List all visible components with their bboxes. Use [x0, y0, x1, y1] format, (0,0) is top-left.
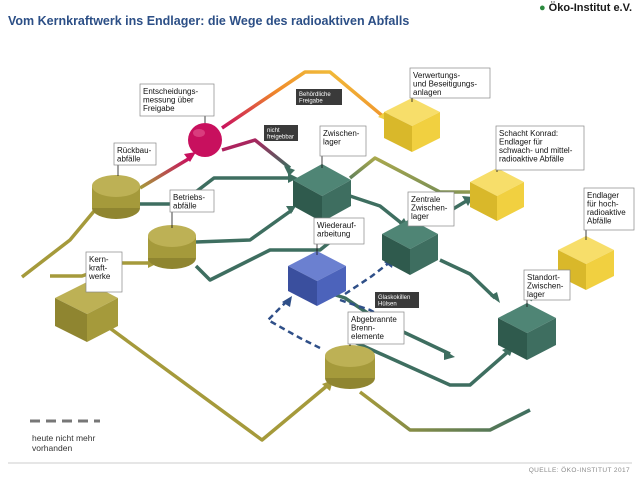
label-box-zwischenlager: [319, 125, 367, 157]
node-betriebsabfaelle: [148, 225, 196, 269]
tag-box-glaskokillen: [375, 292, 419, 308]
dashed-arrow-wiederaufarbeitung-zentrale: [344, 261, 391, 296]
arrow-brennelemente-lower: [358, 390, 531, 432]
label-box-rueckbau: [113, 142, 157, 166]
label-box-zentrale: [407, 191, 455, 227]
source-note: QUELLE: ÖKO-INSTITUT 2017: [528, 467, 630, 474]
label-verwertung: Verwertungs-und Beseitigungs-anlagen: [413, 71, 477, 97]
arrowhead-entscheidung: [184, 152, 196, 162]
arrow-kkw-rueckbau: [20, 208, 97, 279]
logo-text: Öko-Institut e.V.: [548, 2, 632, 14]
arrow-rueckbau-entscheidung: [139, 156, 191, 190]
node-wiederaufarbeitung: [288, 251, 346, 306]
tag-nicht-freigebbar: nicht freigebbar: [267, 128, 294, 141]
arrow-kkw-brennelemente: [90, 313, 330, 442]
node-entscheidungsmessung: [188, 123, 222, 157]
oeko-institut-logo: ● Öko-Institut e.V.: [538, 2, 632, 14]
node-abgebrannte-brennelemente: [325, 345, 375, 389]
label-abgebrannte-brennelemente: Abgebrannte Brenn-elemente: [351, 315, 397, 341]
label-box-brennelemente: [347, 311, 405, 345]
arrowhead-standort: [490, 292, 500, 303]
label-rueckbauabfaelle: Rückbau-abfälle: [117, 146, 152, 164]
label-kernkraftwerke: Kern-kraft-werke: [88, 255, 111, 281]
node-endlager-hochradioaktiv: [558, 236, 614, 290]
arrowhead-wiederaufarbeitung: [282, 296, 292, 307]
arrow-zwischenlager-konrad: [348, 156, 480, 194]
node-zwischenlager: [293, 164, 351, 222]
arrow-zwischenlager-zentrale: [349, 194, 407, 228]
tag-behoerdliche-freigabe: Behördliche Freigabe: [299, 92, 331, 105]
label-schacht-konrad: Schacht Konrad: Endlager für schwach- und …: [499, 129, 573, 164]
label-zwischenlager: Zwischen-lager: [323, 129, 360, 147]
label-box-wiederaufarbeitung: [313, 217, 365, 245]
arrowhead-zwischenlager-2: [286, 206, 296, 214]
label-endlager-hochradioaktiv: Endlager für hoch-radioaktive Abfälle: [587, 191, 626, 226]
tag-box-nicht-freigebbar: [264, 125, 298, 141]
label-box-entscheidung: [139, 83, 215, 117]
arrow-rueckbau-zwischenlager: [140, 176, 292, 206]
label-box-endlager: [583, 187, 635, 231]
arrow-zentrale-standort: [439, 258, 497, 300]
node-rueckbauabfaelle: [92, 175, 140, 219]
label-box-betrieb: [169, 189, 215, 213]
arrowhead-glaskokillen: [444, 350, 455, 360]
node-schacht-konrad: [470, 168, 524, 221]
label-box-standort: [523, 269, 571, 301]
arrow-brennelemente-standort: [349, 338, 512, 387]
label-zentrale-zwischenlager: Zentrale Zwischen-lager: [411, 195, 448, 221]
arrow-betrieb-zwischenlager: [195, 208, 294, 244]
legend-label: heute nicht mehr vorhanden: [32, 433, 96, 453]
arrow-entscheidung-verwertung: [221, 70, 387, 130]
tag-box-behoerdliche-freigabe: [296, 89, 342, 105]
node-standort-zwischenlager: [498, 303, 556, 360]
page-title: Vom Kernkraftwerk ins Endlager: die Wege…: [8, 14, 410, 28]
node-zentrale-zwischenlager: [382, 219, 438, 275]
arrow-entscheidung-zwischenlager: [221, 138, 292, 170]
label-box-kkw: [85, 251, 123, 293]
arrowhead-zwischenlager-1: [288, 173, 298, 183]
label-standort-zwischenlager: Standort-Zwischen-lager: [527, 273, 564, 299]
label-entscheidungsmessung: Entscheidungs-messung über Freigabe: [143, 87, 198, 113]
label-betriebsabfaelle: Betriebs-abfälle: [173, 193, 205, 211]
arrowhead-zwischenlager-3: [284, 166, 295, 176]
tag-glaskokillen: Glaskokillen Hülsen: [378, 295, 410, 308]
node-verwertung: [384, 98, 440, 152]
dashed-arrow-brennelemente-wiederaufarbeitung: [265, 299, 321, 350]
label-box-verwertung: [409, 67, 491, 99]
label-wiederaufarbeitung: Wiederauf-arbeitung: [317, 221, 356, 239]
label-box-konrad: [495, 125, 585, 171]
